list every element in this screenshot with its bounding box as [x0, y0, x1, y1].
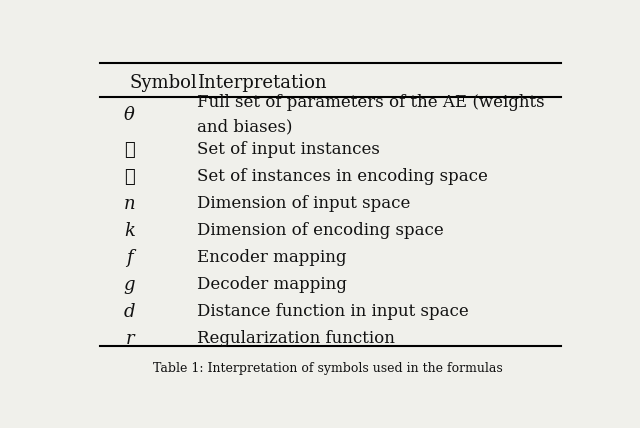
Text: n: n	[124, 195, 136, 213]
Text: k: k	[124, 222, 135, 240]
Text: Decoder mapping: Decoder mapping	[196, 276, 346, 293]
Text: Distance function in input space: Distance function in input space	[196, 303, 468, 320]
Text: r: r	[125, 330, 134, 348]
Text: g: g	[124, 276, 135, 294]
Text: f: f	[126, 249, 133, 267]
Text: Table 1: Interpretation of symbols used in the formulas: Table 1: Interpretation of symbols used …	[153, 362, 503, 375]
Text: Encoder mapping: Encoder mapping	[196, 249, 346, 266]
Text: d: d	[124, 303, 135, 321]
Text: Regularization function: Regularization function	[196, 330, 394, 347]
Text: Dimension of input space: Dimension of input space	[196, 195, 410, 212]
Text: Set of input instances: Set of input instances	[196, 141, 380, 158]
Text: 𝒳: 𝒳	[124, 140, 135, 158]
Text: Full set of parameters of the AE (weights
and biases): Full set of parameters of the AE (weight…	[196, 95, 544, 135]
Text: Set of instances in encoding space: Set of instances in encoding space	[196, 168, 488, 185]
Text: 𝒵: 𝒵	[124, 168, 135, 186]
Text: Dimension of encoding space: Dimension of encoding space	[196, 222, 444, 239]
Text: Symbol: Symbol	[129, 74, 197, 92]
Text: θ: θ	[124, 106, 135, 124]
Text: Interpretation: Interpretation	[196, 74, 326, 92]
